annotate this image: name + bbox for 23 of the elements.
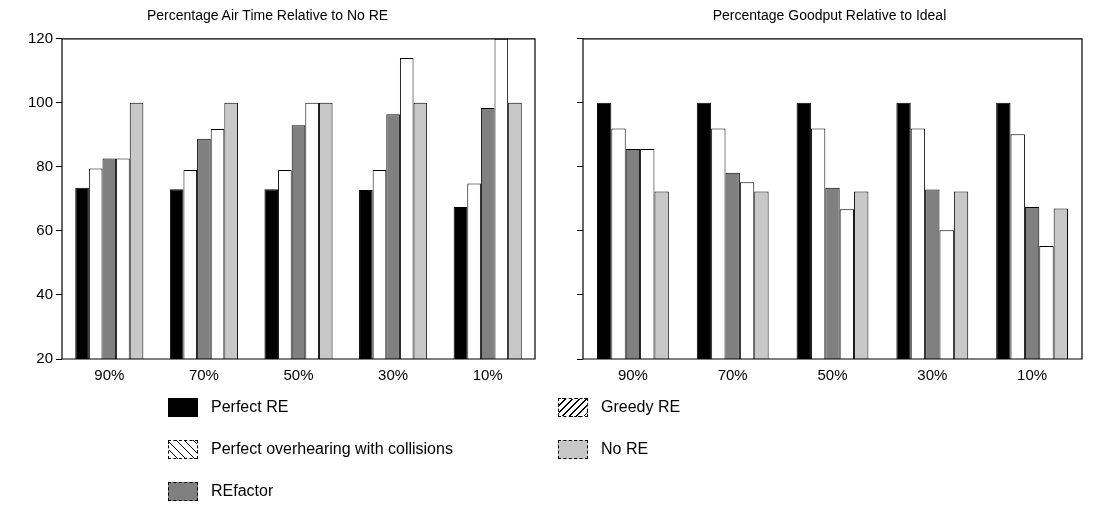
legend-label: Greedy RE: [601, 398, 681, 416]
y-tick-label: 120: [27, 28, 53, 46]
y-tick-label: 60: [36, 221, 53, 239]
x-tick-label: 50%: [817, 366, 848, 384]
legend-label: REfactor: [211, 482, 274, 500]
x-tick-label: 70%: [188, 366, 219, 384]
x-tick-label: 50%: [283, 366, 314, 384]
y-tick-label: 20: [36, 349, 53, 367]
x-tick-label: 10%: [1017, 366, 1048, 384]
legend-label: Perfect RE: [211, 398, 289, 416]
chart-title: Percentage Air Time Relative to No RE: [146, 7, 389, 24]
y-tick-label: 100: [27, 92, 53, 110]
x-tick-label: 30%: [378, 366, 409, 384]
x-tick-label: 30%: [917, 366, 948, 384]
x-tick-label: 90%: [617, 366, 648, 384]
y-tick-label: 40: [36, 285, 53, 303]
chart-title: Percentage Goodput Relative to Ideal: [712, 7, 947, 24]
y-tick-label: 80: [36, 157, 53, 175]
x-tick-label: 10%: [472, 366, 503, 384]
legend-label: Perfect overhearing with collisions: [211, 440, 453, 458]
legend-label: No RE: [601, 440, 649, 458]
x-tick-label: 90%: [94, 366, 125, 384]
x-tick-label: 70%: [717, 366, 748, 384]
